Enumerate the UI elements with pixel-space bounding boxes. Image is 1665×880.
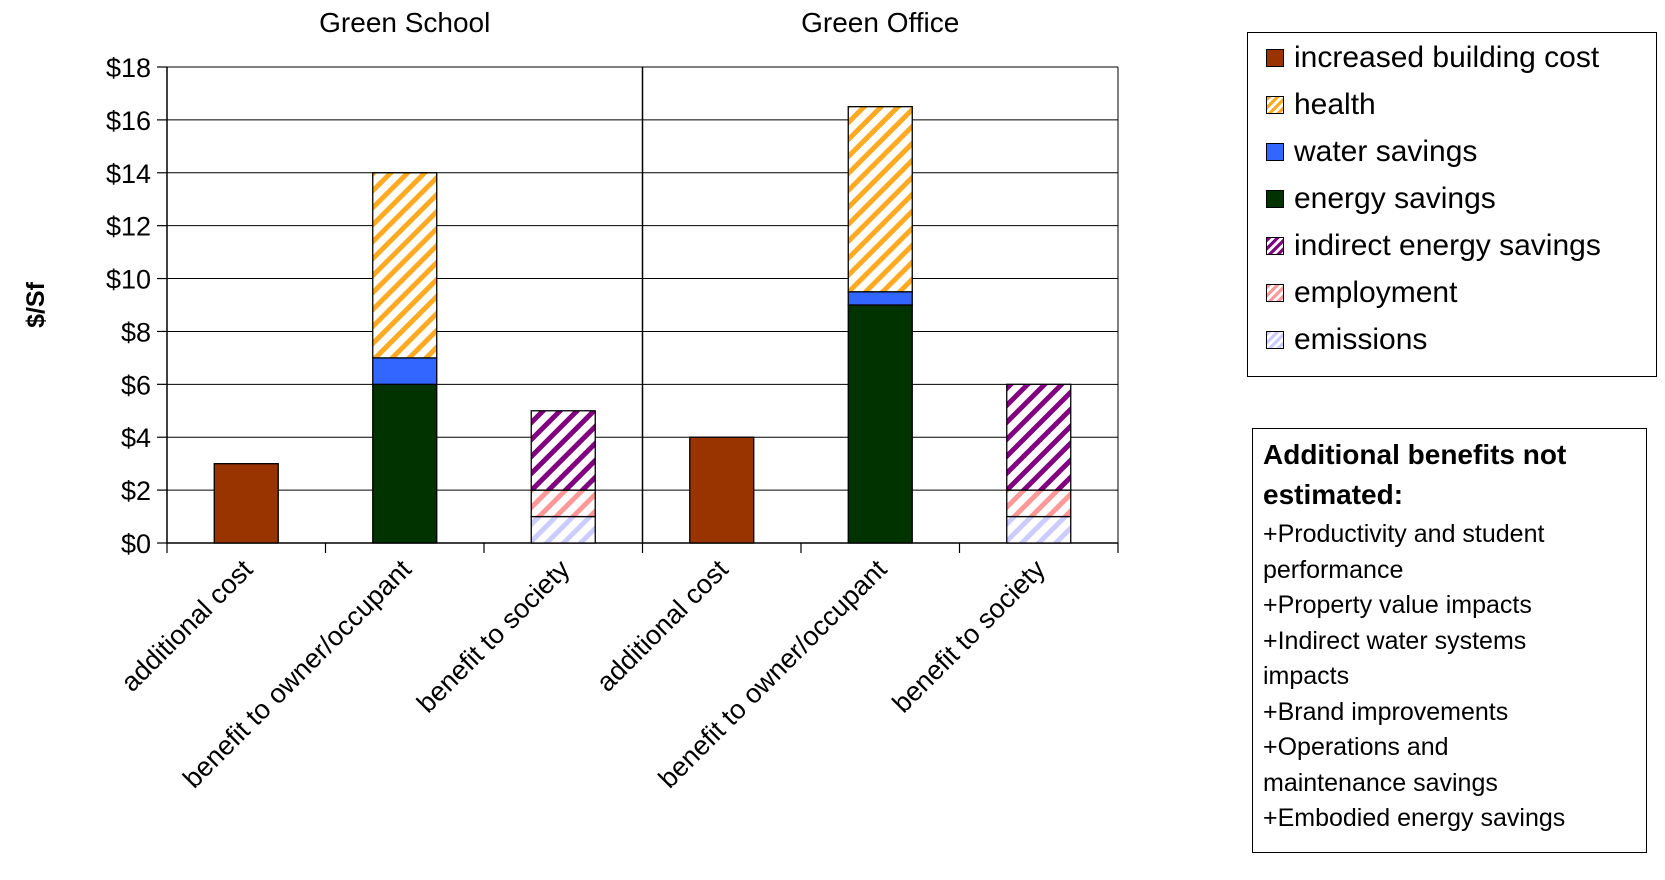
note-line: +Brand improvements	[1263, 697, 1509, 726]
x-category-label: benefit to society	[887, 554, 1052, 719]
y-tick-label: $10	[106, 265, 151, 295]
legend-swatch	[1266, 284, 1284, 302]
bar-indirect-energy-savings	[530, 410, 596, 491]
legend-item: employment	[1266, 273, 1457, 313]
legend-item: health	[1266, 85, 1376, 125]
legend-item: indirect energy savings	[1266, 226, 1601, 266]
note-line: +Embodied energy savings	[1263, 804, 1566, 832]
x-category-label: additional cost	[591, 554, 735, 698]
bar-increased-building-cost	[213, 463, 279, 544]
x-category-label: benefit to society	[411, 554, 576, 719]
legend-item: energy savings	[1266, 179, 1496, 219]
note-line: maintenance savings	[1263, 768, 1498, 797]
y-tick-label: $2	[121, 476, 151, 506]
legend-swatch	[1266, 96, 1284, 114]
legend-label: health	[1294, 88, 1376, 121]
bar-indirect-energy-savings	[1006, 383, 1072, 491]
y-tick-label: $8	[121, 317, 151, 347]
bar-water-savings	[372, 357, 438, 385]
legend-swatch	[1266, 143, 1284, 161]
legend-label: employment	[1294, 276, 1458, 309]
note-line: performance	[1263, 555, 1404, 584]
additional-benefits-title: Additional benefits not estimated:	[1263, 439, 1567, 510]
y-tick-label: $12	[106, 212, 151, 242]
legend-label: indirect energy savings	[1294, 229, 1601, 262]
y-axis-label: $/Sf	[22, 281, 50, 328]
legend: increased building cost health water sav…	[1247, 32, 1657, 377]
y-tick-label: $14	[106, 159, 151, 189]
legend-swatch	[1266, 190, 1284, 208]
bar-emissions	[530, 515, 596, 544]
bar-employment	[530, 489, 596, 518]
legend-item: water savings	[1266, 132, 1477, 172]
y-tick-label: $18	[106, 53, 151, 83]
note-line: +Operations and	[1263, 733, 1449, 761]
group-title: Green School	[319, 7, 490, 38]
y-tick-label: $0	[121, 529, 151, 559]
additional-benefits-box: Additional benefits not estimated: +Prod…	[1252, 428, 1647, 853]
legend-label: energy savings	[1294, 182, 1496, 215]
legend-label: increased building cost	[1294, 41, 1600, 74]
bar-health	[847, 106, 913, 293]
legend-label: water savings	[1294, 135, 1478, 168]
legend-swatch	[1266, 237, 1284, 255]
note-line: +Productivity and student	[1263, 520, 1545, 548]
note-line: +Property value impacts	[1263, 591, 1532, 619]
legend-item: emissions	[1266, 320, 1427, 360]
note-line: +Indirect water systems	[1263, 626, 1527, 655]
x-category-label: additional cost	[115, 554, 259, 698]
bar-emissions	[1006, 515, 1072, 544]
y-tick-label: $16	[106, 106, 151, 136]
y-tick-label: $6	[121, 370, 151, 400]
y-tick-label: $4	[121, 423, 151, 453]
bar-energy-savings	[847, 304, 913, 544]
bar-water-savings	[847, 291, 913, 306]
additional-benefits-list: +Productivity and student performance +P…	[1263, 517, 1636, 837]
legend-item: increased building cost	[1266, 38, 1599, 78]
bar-health	[372, 172, 438, 359]
bar-energy-savings	[372, 383, 438, 544]
bar-increased-building-cost	[689, 436, 755, 544]
group-title: Green Office	[801, 7, 959, 38]
legend-swatch	[1266, 331, 1284, 349]
legend-label: emissions	[1294, 323, 1428, 356]
legend-swatch	[1266, 49, 1284, 67]
bar-employment	[1006, 489, 1072, 518]
note-line: impacts	[1263, 662, 1350, 690]
